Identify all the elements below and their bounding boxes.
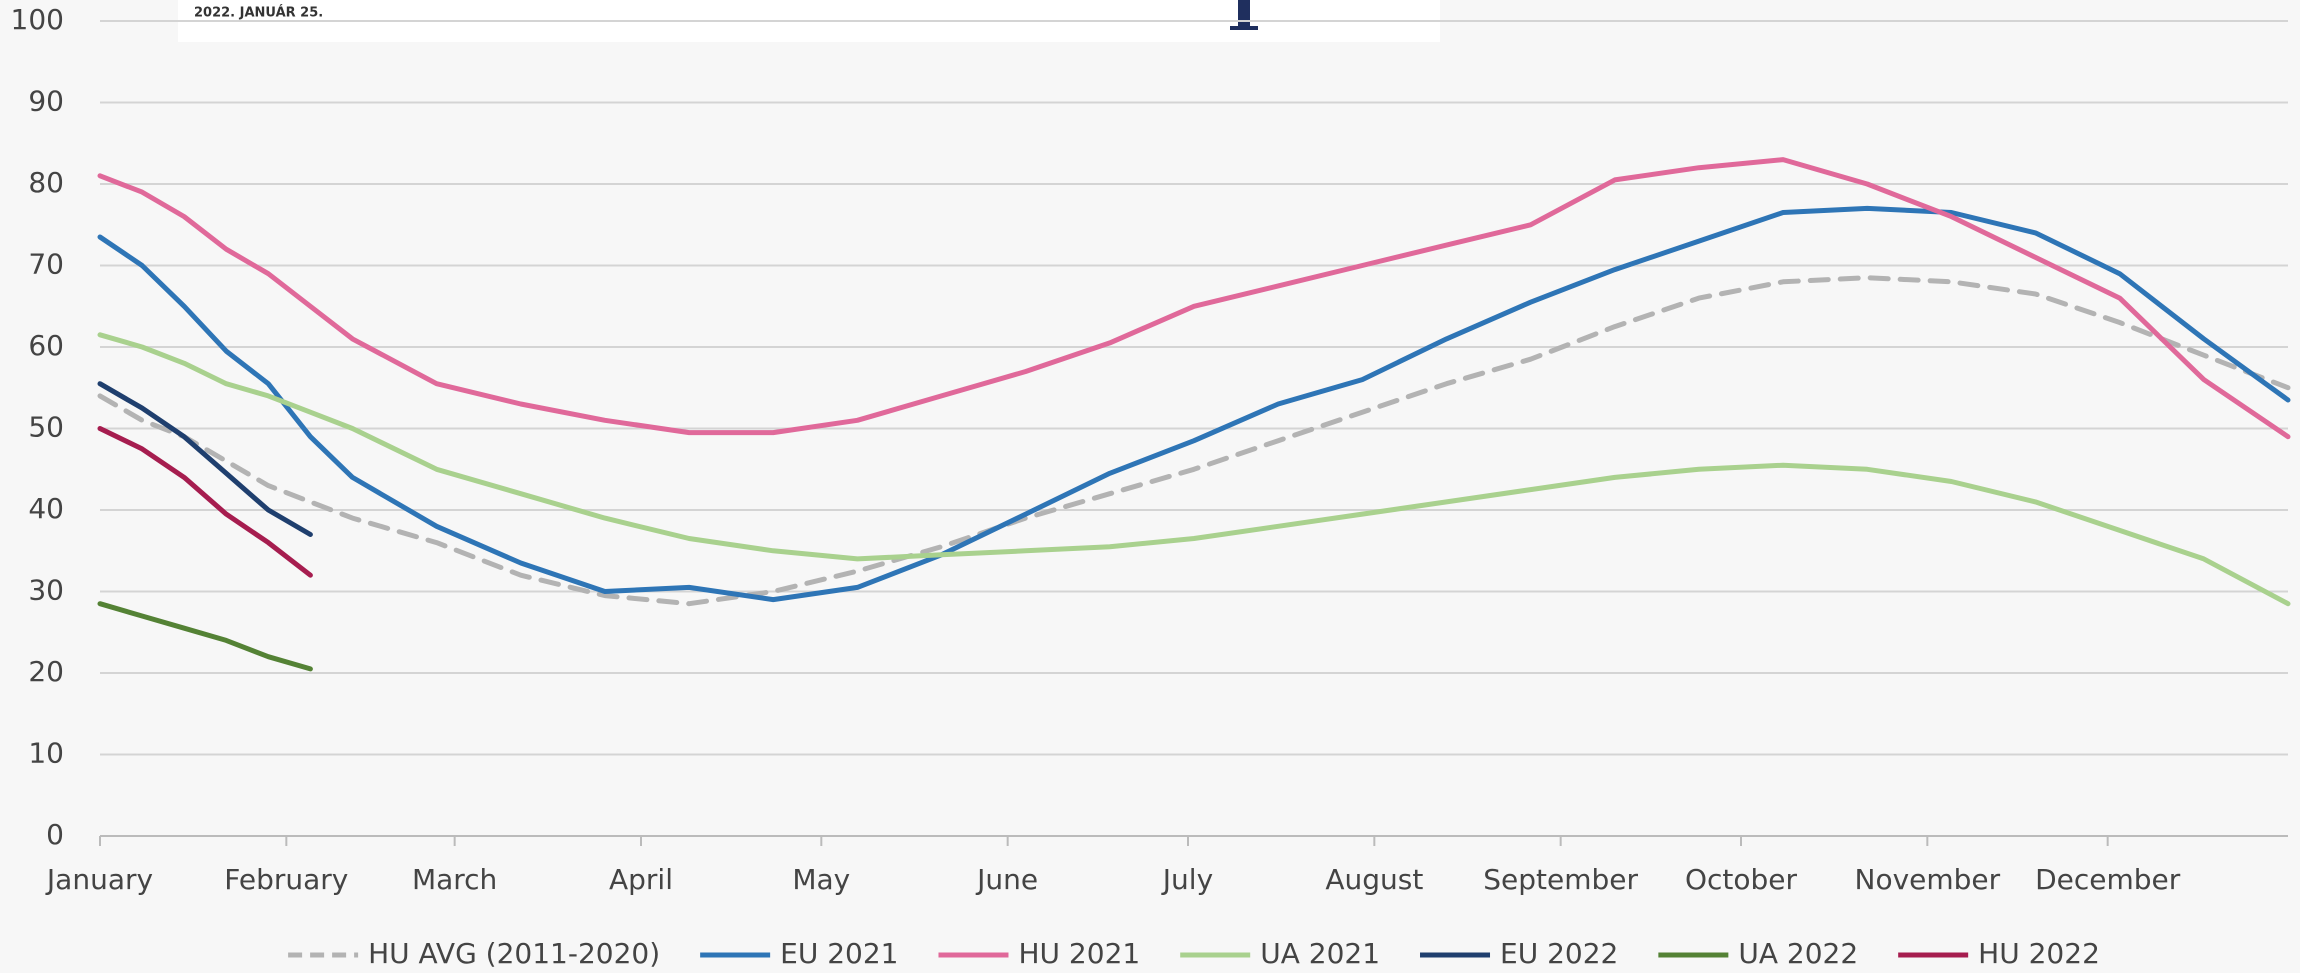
x-tick-label: June <box>975 863 1038 896</box>
y-tick-label: 50 <box>28 411 64 444</box>
y-tick-label: 0 <box>46 818 64 851</box>
x-tick-label: December <box>2035 863 2181 896</box>
y-tick-label: 30 <box>28 574 64 607</box>
x-tick-label: July <box>1161 863 1213 896</box>
series-line <box>97 275 2291 607</box>
legend-label: HU 2021 <box>1018 937 1140 970</box>
x-tick-label: August <box>1325 863 1423 896</box>
x-tick-label: March <box>412 863 497 896</box>
legend-label: HU 2022 <box>1978 937 2100 970</box>
x-tick-label: September <box>1483 863 1638 896</box>
y-tick-label: 70 <box>28 248 64 281</box>
series-line <box>97 157 2291 440</box>
x-tick-label: October <box>1685 863 1798 896</box>
x-tick-label: November <box>1855 863 2001 896</box>
y-tick-label: 40 <box>28 492 64 525</box>
series-line <box>97 426 313 578</box>
header-text: 2022. JANUÁR 25. <box>194 5 323 21</box>
y-tick-label: 20 <box>28 655 64 688</box>
legend-label: UA 2022 <box>1738 937 1858 970</box>
legend-label: EU 2022 <box>1500 937 1618 970</box>
series-line <box>97 381 313 537</box>
x-tick-label: May <box>792 863 850 896</box>
y-tick-label: 10 <box>28 737 64 770</box>
legend-label: UA 2021 <box>1260 937 1380 970</box>
x-tick-label: April <box>609 863 673 896</box>
x-tick-label: January <box>45 863 153 896</box>
y-tick-label: 90 <box>28 85 64 118</box>
logo-fragment <box>1230 0 1258 30</box>
legend-label: HU AVG (2011-2020) <box>368 937 660 970</box>
y-tick-label: 80 <box>28 166 64 199</box>
legend-label: EU 2021 <box>780 937 898 970</box>
series-line <box>97 601 313 672</box>
x-tick-label: February <box>224 863 348 896</box>
series-line <box>97 332 2291 607</box>
series-line <box>97 205 2291 603</box>
y-tick-label: 60 <box>28 329 64 362</box>
y-tick-label: 100 <box>11 3 64 36</box>
